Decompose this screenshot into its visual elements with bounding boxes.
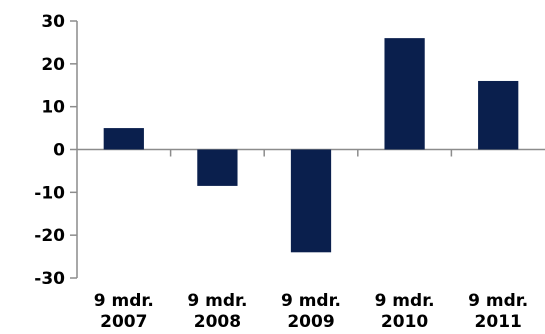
bar bbox=[478, 80, 519, 150]
bar bbox=[290, 149, 332, 253]
y-tick-label: -20 bbox=[34, 226, 65, 246]
bar bbox=[103, 128, 144, 150]
y-tick-label: -10 bbox=[34, 183, 65, 203]
x-category-label: 9 mdr. 2009 bbox=[281, 291, 341, 332]
x-category-label: 9 mdr. 2007 bbox=[94, 291, 154, 332]
y-tick-label: 0 bbox=[53, 141, 65, 161]
y-tick-label: 30 bbox=[41, 12, 65, 32]
bar bbox=[197, 149, 238, 186]
category-labels: 9 mdr. 2007 9 mdr. 2008 9 mdr. 2009 9 mdr. 2010… bbox=[94, 291, 528, 332]
x-category-label: 9 mdr. 2008 bbox=[187, 291, 247, 332]
bar bbox=[384, 38, 425, 150]
y-tick-label: -30 bbox=[34, 269, 65, 289]
x-category-label: 9 mdr. 2010 bbox=[375, 291, 435, 332]
y-tick-label: 10 bbox=[41, 98, 65, 118]
bars bbox=[103, 38, 519, 253]
x-category-label: 9 mdr. 2011 bbox=[468, 291, 528, 332]
y-axis: 30 20 10 0 -10 -20 -30 bbox=[34, 12, 78, 289]
y-tick-label: 20 bbox=[41, 55, 65, 75]
